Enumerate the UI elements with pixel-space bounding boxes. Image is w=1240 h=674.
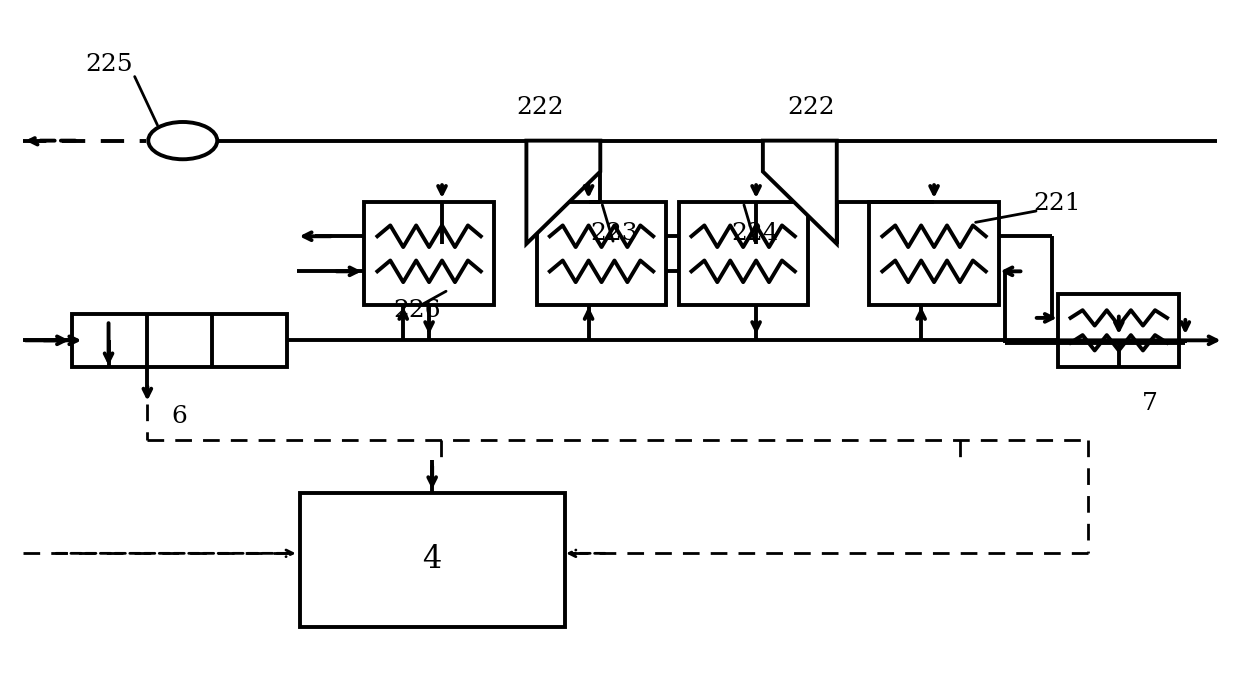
Text: 221: 221 <box>1033 192 1081 216</box>
Bar <box>300 493 564 627</box>
Bar <box>678 202 807 305</box>
Bar <box>72 313 288 367</box>
Text: 7: 7 <box>1142 392 1158 415</box>
Polygon shape <box>763 141 837 244</box>
Polygon shape <box>527 141 600 244</box>
Text: 222: 222 <box>516 96 564 119</box>
Text: 226: 226 <box>393 299 440 322</box>
Text: 224: 224 <box>732 222 779 245</box>
Text: 6: 6 <box>172 405 187 429</box>
Bar <box>365 202 494 305</box>
Text: 222: 222 <box>787 96 835 119</box>
Text: 223: 223 <box>590 222 637 245</box>
Bar <box>537 202 666 305</box>
Text: 4: 4 <box>423 545 441 576</box>
Bar <box>1059 294 1179 367</box>
Bar <box>869 202 998 305</box>
Text: 225: 225 <box>86 53 133 75</box>
Circle shape <box>149 122 217 159</box>
